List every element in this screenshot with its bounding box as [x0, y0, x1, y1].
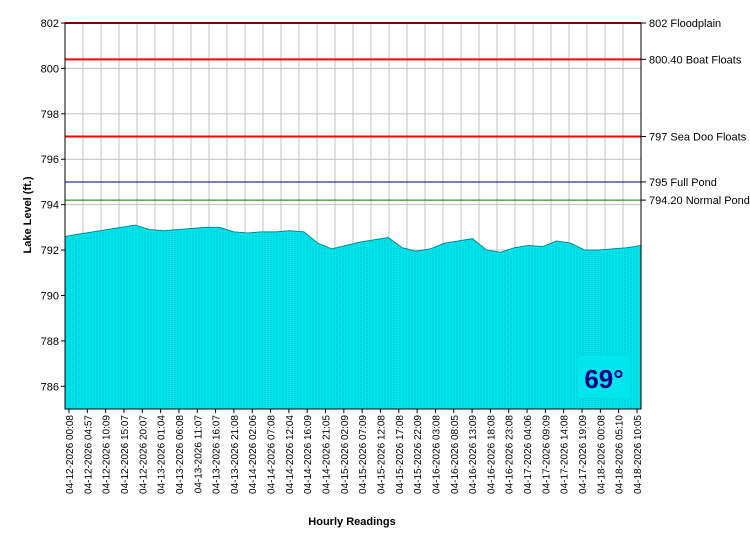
x-tick-label: 04-13-2026 01:04	[157, 415, 168, 494]
y-tick-label: 790	[41, 290, 59, 302]
x-axis-ticks: 04-12-2026 00:08 04-12-2026 04:57 04-12-20…	[65, 409, 644, 494]
x-tick-label: 04-17-2026 19:09	[578, 415, 589, 494]
x-tick-label: 04-15-2026 12:08	[376, 415, 387, 494]
x-tick-label: 04-12-2026 00:08	[65, 415, 76, 494]
x-tick-label: 04-18-2026 05:10	[615, 415, 626, 494]
x-tick-label: 04-13-2026 16:07	[212, 415, 223, 494]
x-tick-label: 04-17-2026 14:08	[560, 415, 571, 494]
x-tick-label: 04-15-2026 02:09	[340, 415, 351, 494]
x-tick-label: 04-16-2026 23:08	[505, 415, 516, 494]
y-axis-title: Lake Level (ft.)	[22, 176, 34, 253]
x-tick-label: 04-12-2026 15:07	[120, 415, 131, 494]
reference-label: 795 Full Pond	[649, 177, 717, 189]
reference-label: 797 Sea Doo Floats	[649, 132, 747, 144]
y-tick-label: 788	[41, 336, 59, 348]
x-tick-label: 04-17-2026 09:09	[541, 415, 552, 494]
reference-label: 800.40 Boat Floats	[649, 54, 742, 66]
reference-label: 794.20 Normal Pond	[649, 195, 750, 207]
y-tick-label: 800	[41, 63, 59, 75]
x-tick-label: 04-13-2026 11:07	[193, 415, 204, 494]
x-tick-label: 04-16-2026 03:08	[431, 415, 442, 494]
y-axis-ticks: 786 788 790 792 794 796 798 800 802	[41, 18, 65, 393]
y-tick-label: 794	[41, 200, 59, 212]
x-tick-label: 04-13-2026 21:08	[230, 415, 241, 494]
x-tick-label: 04-17-2026 04:06	[523, 415, 534, 494]
x-tick-label: 04-13-2026 06:08	[175, 415, 186, 494]
x-tick-label: 04-16-2026 13:09	[468, 415, 479, 494]
x-tick-label: 04-18-2026 10:05	[633, 415, 644, 494]
x-tick-label: 04-14-2026 07:08	[267, 415, 278, 494]
lake-level-line	[64, 224, 642, 253]
x-tick-label: 04-15-2026 17:08	[395, 415, 406, 494]
x-tick-label: 04-15-2026 07:09	[358, 415, 369, 494]
lake-level-fill	[65, 225, 641, 409]
y-tick-label: 802	[41, 18, 59, 30]
x-tick-label: 04-14-2026 02:06	[248, 415, 259, 494]
plot-frame	[64, 22, 642, 410]
y-tick-label: 792	[41, 245, 59, 257]
x-tick-label: 04-14-2026 16:09	[303, 415, 314, 494]
x-tick-label: 04-12-2026 04:57	[83, 415, 94, 494]
x-tick-label: 04-12-2026 10:09	[102, 415, 113, 494]
y-tick-label: 796	[41, 154, 59, 166]
x-tick-label: 04-14-2026 12:04	[285, 415, 296, 494]
x-tick-label: 04-15-2026 22:09	[413, 415, 424, 494]
temperature-badge: 69°	[578, 356, 630, 398]
temperature-readout: 69°	[584, 364, 623, 394]
lake-level-area	[64, 224, 642, 409]
temperature-badge-bg	[578, 356, 630, 398]
x-tick-label: 04-16-2026 08:05	[450, 415, 461, 494]
x-tick-label: 04-18-2026 00:08	[596, 415, 607, 494]
y-tick-label: 798	[41, 109, 59, 121]
x-tick-label: 04-16-2026 18:08	[486, 415, 497, 494]
x-tick-label: 04-14-2026 21:05	[322, 415, 333, 494]
reference-label: 802 Floodplain	[649, 18, 721, 30]
x-tick-label: 04-12-2026 20:07	[138, 415, 149, 494]
y-tick-label: 786	[41, 381, 59, 393]
x-axis-title: Hourly Readings	[308, 516, 395, 528]
